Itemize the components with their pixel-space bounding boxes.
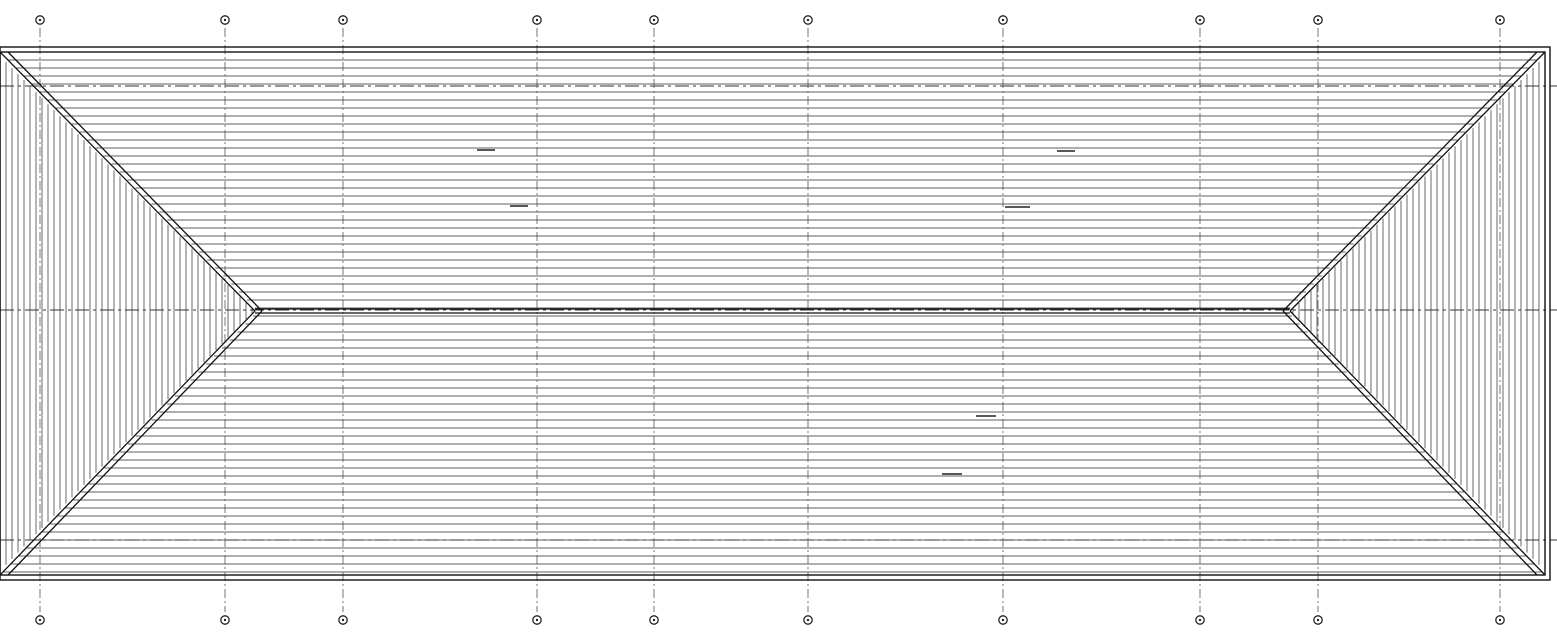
grid-bubble-center [652, 618, 656, 622]
grid-bubble-center [1001, 18, 1005, 22]
grid-bubble-center [806, 618, 810, 622]
hip-line-top-left-inner [7, 51, 263, 312]
hip-line-bottom-right-inner [1282, 310, 1538, 576]
grid-bubble-center [341, 18, 345, 22]
hip-line-bottom-left [0, 310, 256, 576]
roof-hatch-vertical [5, 62, 1540, 565]
grid-bubble-center [1198, 618, 1202, 622]
grid-bubble-center [1198, 18, 1202, 22]
grid-bubble-center [1001, 618, 1005, 622]
hip-line-bottom-left-inner [7, 310, 263, 576]
hip-and-ridge-lines [0, 51, 1546, 576]
grid-bubbles [35, 15, 1505, 625]
grid-bubble-center [1316, 618, 1320, 622]
hip-line-top-right [1289, 51, 1546, 312]
grid-bubble-center [1498, 618, 1502, 622]
grid-bubble-center [38, 618, 42, 622]
hip-line-top-left [0, 51, 256, 312]
roof-outline [0, 46, 1551, 581]
grid-bubble-center [223, 18, 227, 22]
grid-bubble-center [38, 18, 42, 22]
grid-bubble-center [341, 618, 345, 622]
grid-bubble-center [1498, 18, 1502, 22]
grid-bubble-center [1316, 18, 1320, 22]
grid-bubble-center [535, 18, 539, 22]
roof-edge-outer [0, 46, 1551, 581]
slope-marks [477, 149, 1075, 475]
hip-line-top-right-inner [1282, 51, 1538, 312]
grid-bubble-center [806, 18, 810, 22]
grid-bubble-center [223, 618, 227, 622]
hip-line-bottom-right [1289, 310, 1546, 576]
grid-axis-lines [39, 28, 1501, 612]
roof-edge-inner [0, 51, 1546, 576]
grid-bubble-center [652, 18, 656, 22]
eave-lines [0, 85, 1557, 541]
grid-bubble-center [535, 618, 539, 622]
